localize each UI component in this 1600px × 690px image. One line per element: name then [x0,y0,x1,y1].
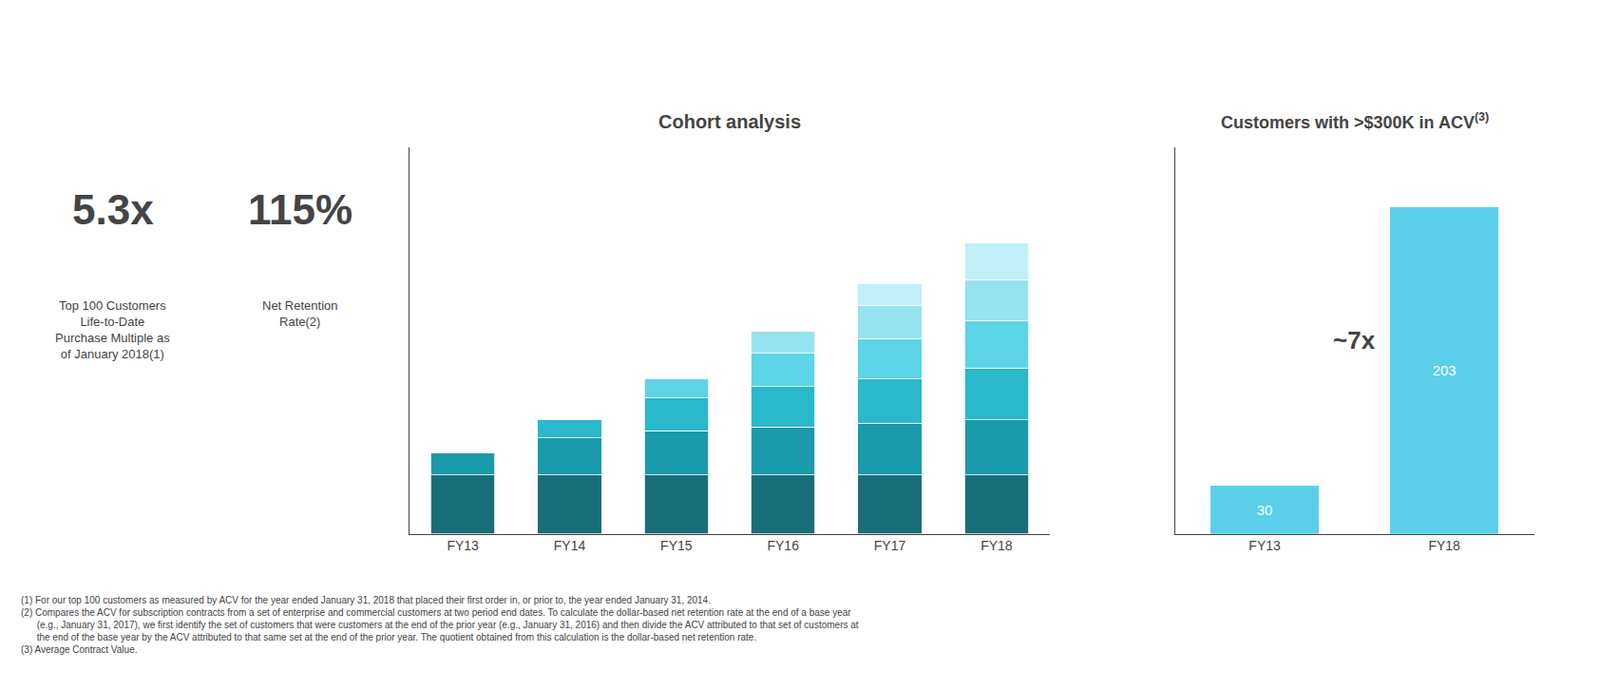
svg-text:FY18: FY18 [1428,537,1461,553]
svg-text:115%: 115% [247,186,353,233]
svg-text:Customers with >$300K in ACV​(: Customers with >$300K in ACV​(3)​ [1220,110,1489,133]
svg-text:FY13: FY13 [446,537,479,553]
svg-text:Top 100 CustomersLife-to-DateP: Top 100 CustomersLife-to-DatePurchase Mu… [55,298,171,362]
svg-text:Net RetentionRate(2): Net RetentionRate(2) [262,298,339,329]
svg-text:FY15: FY15 [660,537,693,553]
svg-text:~7x: ~7x [1333,325,1376,355]
svg-text:Cohort analysis: Cohort analysis [658,111,801,133]
svg-text:FY18: FY18 [980,537,1013,553]
svg-text:FY16: FY16 [766,537,800,553]
svg-text:FY17: FY17 [874,537,907,553]
svg-text:FY13: FY13 [1248,537,1281,553]
svg-text:FY14: FY14 [553,537,587,553]
svg-text:203: 203 [1432,361,1457,379]
svg-text:5.3x: 5.3x [72,186,154,233]
svg-text:30: 30 [1257,501,1274,518]
svg-text:(1) For our top 100 customers: (1) For our top 100 customers as measure… [20,594,859,655]
